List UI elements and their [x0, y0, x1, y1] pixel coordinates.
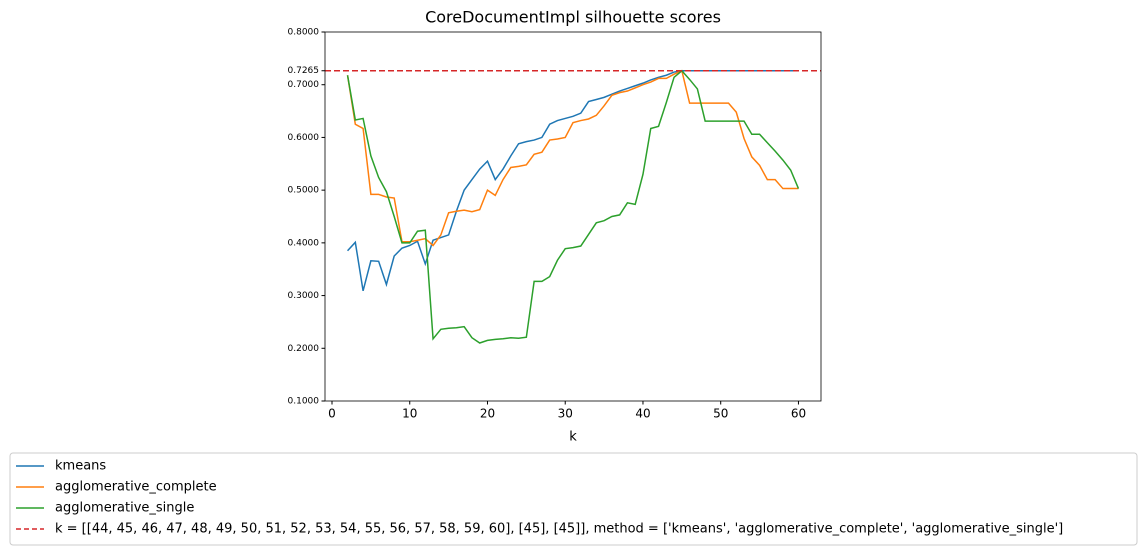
- y-tick-label: 0.3000: [288, 291, 320, 301]
- x-axis-label: k: [569, 430, 577, 445]
- x-tick-label: 10: [402, 407, 417, 421]
- axes-frame: [324, 31, 822, 402]
- legend-label: agglomerative_single: [55, 501, 194, 516]
- y-tick-label: 0.8000: [288, 28, 320, 38]
- chart-title: CoreDocumentImpl silhouette scores: [425, 8, 721, 27]
- x-tick-label: 30: [558, 407, 573, 421]
- x-tick-label: 40: [635, 407, 650, 421]
- series-line: [346, 69, 800, 344]
- y-tick-label: 0.4000: [288, 238, 320, 248]
- y-tick-label: 0.7265: [288, 66, 320, 76]
- y-tick-label: 0.6000: [288, 133, 320, 143]
- legend-label: kmeans: [55, 459, 106, 474]
- y-tick-label: 0.2000: [288, 344, 320, 354]
- x-tick-label: 50: [713, 407, 728, 421]
- series-line: [346, 69, 799, 247]
- x-tick-label: 20: [480, 407, 495, 421]
- y-tick-label: 0.7000: [288, 80, 320, 90]
- series-line: [346, 69, 799, 292]
- y-tick-label: 0.5000: [288, 186, 320, 196]
- legend-label: agglomerative_complete: [55, 480, 217, 495]
- x-tick-label: 0: [328, 407, 336, 421]
- y-tick-label: 0.1000: [288, 397, 320, 407]
- x-tick-label: 60: [791, 407, 806, 421]
- legend-box: [9, 452, 1138, 546]
- legend-label: k = [[44, 45, 46, 47, 48, 49, 50, 51, 52…: [55, 522, 1063, 537]
